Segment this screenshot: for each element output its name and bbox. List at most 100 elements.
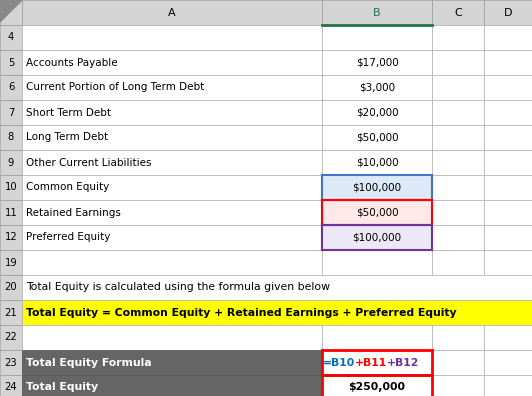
Bar [22,375,322,396]
Bar [322,200,432,225]
Bar [432,150,484,175]
Bar [484,325,532,350]
Text: Current Portion of Long Term Debt: Current Portion of Long Term Debt [26,82,204,93]
Bar [0,100,22,125]
Text: Long Term Debt: Long Term Debt [26,133,108,143]
Text: $50,000: $50,000 [356,133,398,143]
Bar [22,150,322,175]
Bar [0,0,22,25]
Bar [484,225,532,250]
Bar [22,300,532,325]
Text: Total Equity = Common Equity + Retained Earnings + Preferred Equity: Total Equity = Common Equity + Retained … [26,308,456,318]
Text: $100,000: $100,000 [352,183,402,192]
Bar [322,375,432,396]
Text: Common Equity: Common Equity [26,183,109,192]
Bar [22,225,322,250]
Bar [322,325,432,350]
Text: 12: 12 [5,232,18,242]
Bar [322,25,432,50]
Text: 22: 22 [5,333,18,343]
Text: C: C [454,8,462,17]
Text: 6: 6 [8,82,14,93]
Bar [22,50,322,75]
Bar [322,225,432,250]
Bar [484,375,532,396]
Bar [22,350,322,375]
Bar [0,75,22,100]
Bar [432,75,484,100]
Bar [322,75,432,100]
Bar [22,175,322,200]
Text: 10: 10 [5,183,18,192]
Bar [0,150,22,175]
Text: Accounts Payable: Accounts Payable [26,57,118,67]
Text: Total Equity: Total Equity [26,383,98,392]
Text: 19: 19 [5,257,18,268]
Bar [22,250,322,275]
Bar [0,175,22,200]
Bar [22,275,532,300]
Bar [0,275,22,300]
Text: $50,000: $50,000 [356,208,398,217]
Bar [484,200,532,225]
Bar [322,50,432,75]
Bar [484,350,532,375]
Bar [432,200,484,225]
Bar [322,350,432,375]
Bar [322,175,432,200]
Bar [22,325,322,350]
Text: Total Equity is calculated using the formula given below: Total Equity is calculated using the for… [26,282,330,293]
Text: 9: 9 [8,158,14,168]
Text: Short Term Debt: Short Term Debt [26,107,111,118]
Bar [484,100,532,125]
Text: 24: 24 [5,383,18,392]
Bar [322,250,432,275]
Text: $3,000: $3,000 [359,82,395,93]
Bar [22,25,322,50]
Text: 4: 4 [8,32,14,42]
Bar [432,50,484,75]
Bar [432,350,484,375]
Bar [0,250,22,275]
Text: 5: 5 [8,57,14,67]
Bar [322,150,432,175]
Text: Retained Earnings: Retained Earnings [26,208,121,217]
Text: B: B [373,8,381,17]
Text: $20,000: $20,000 [356,107,398,118]
Bar [484,75,532,100]
Bar [0,325,22,350]
Bar [0,125,22,150]
Text: $100,000: $100,000 [352,232,402,242]
Bar [484,125,532,150]
Text: +B11: +B11 [355,358,387,367]
Text: 11: 11 [5,208,18,217]
Text: 7: 7 [8,107,14,118]
Bar [22,75,322,100]
Bar [22,200,322,225]
Bar [322,0,432,25]
Text: 20: 20 [5,282,18,293]
Text: Other Current Liabilities: Other Current Liabilities [26,158,152,168]
Bar [22,100,322,125]
Bar [0,300,22,325]
Text: D: D [504,8,512,17]
Text: =B10: =B10 [322,358,355,367]
Bar [484,250,532,275]
Text: $10,000: $10,000 [356,158,398,168]
Bar [0,375,22,396]
Bar [484,150,532,175]
Text: $17,000: $17,000 [355,57,398,67]
Text: +B12: +B12 [387,358,419,367]
Bar [484,50,532,75]
Bar [0,225,22,250]
Text: Preferred Equity: Preferred Equity [26,232,110,242]
Bar [0,350,22,375]
Bar [0,200,22,225]
Bar [22,0,322,25]
Polygon shape [0,0,22,22]
Bar [432,175,484,200]
Bar [0,50,22,75]
Text: A: A [168,8,176,17]
Bar [432,0,484,25]
Bar [0,25,22,50]
